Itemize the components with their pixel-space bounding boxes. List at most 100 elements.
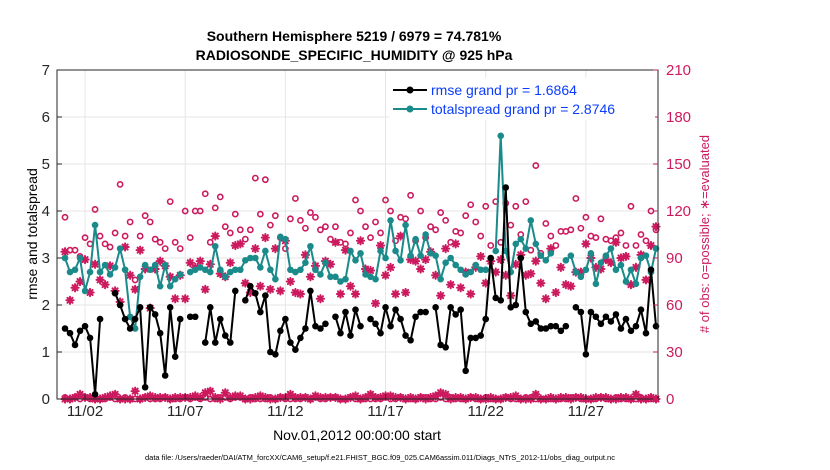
obs-possible-point xyxy=(322,223,329,231)
obs-possible-point xyxy=(622,242,630,249)
obs-evaluated-point xyxy=(265,284,275,294)
obs-evaluated-low-point xyxy=(235,391,245,401)
star-stroke xyxy=(101,281,109,289)
y-tick-label: 6 xyxy=(42,109,50,126)
right-axis-ticks: 0 30 60 90 120 150 180 210 xyxy=(653,62,691,408)
totalspread-point xyxy=(387,217,394,224)
obs-possible-point xyxy=(126,218,134,226)
star-stroke xyxy=(351,290,360,298)
totalspread-point xyxy=(437,275,444,283)
star-stroke xyxy=(236,392,244,400)
rmse-point xyxy=(632,322,640,330)
obs-evaluated-point xyxy=(385,262,396,272)
obs-evaluated-point xyxy=(135,245,145,255)
obs-possible-point xyxy=(216,193,224,201)
star-stroke xyxy=(336,290,345,298)
totalspread-point xyxy=(121,266,129,274)
totalspread-point xyxy=(472,261,479,269)
rmse-point xyxy=(252,289,259,297)
star-stroke xyxy=(256,282,264,290)
star-stroke xyxy=(567,282,575,290)
totalspread-point xyxy=(292,268,299,276)
rmse-point xyxy=(622,315,630,323)
x-tick-label: 11/17 xyxy=(367,403,403,420)
chart-subtitle: RADIOSONDE_SPECIFIC_HUMIDITY @ 925 hPa xyxy=(196,47,513,63)
star-stroke xyxy=(196,257,204,265)
rmse-point xyxy=(146,304,154,311)
totalspread-point xyxy=(377,247,384,255)
obs-evaluated-point xyxy=(536,278,546,288)
rmse-point xyxy=(176,315,184,323)
rmse-point xyxy=(392,306,399,314)
obs-evaluated-point xyxy=(441,244,451,254)
rmse-point xyxy=(612,311,620,318)
totalspread-point xyxy=(517,235,525,243)
rmse-point xyxy=(91,391,99,398)
star-stroke xyxy=(392,290,400,298)
star-stroke xyxy=(442,245,450,253)
obs-possible-point xyxy=(407,191,414,199)
totalspread-point xyxy=(417,252,424,259)
obs-evaluated-point xyxy=(305,272,316,282)
rmse-point xyxy=(257,308,264,316)
rmse-point xyxy=(537,325,545,332)
obs-evaluated-point xyxy=(210,231,220,241)
rmse-series xyxy=(61,184,660,398)
totalspread-point xyxy=(382,254,389,262)
totalspread-point xyxy=(567,252,575,259)
obs-evaluated-point xyxy=(285,276,295,287)
obs-possible-point xyxy=(271,212,279,220)
rmse-point xyxy=(547,322,555,330)
obs-possible-point xyxy=(552,242,560,249)
star-stroke xyxy=(246,288,254,297)
rmse-point xyxy=(532,318,540,325)
totalspread-point xyxy=(116,245,124,252)
totalspread-point xyxy=(96,268,104,276)
obs-possible-point xyxy=(266,221,274,229)
obs-possible-point xyxy=(427,223,435,231)
star-stroke xyxy=(366,266,375,275)
rmse-point xyxy=(317,325,324,332)
totalspread-point xyxy=(161,261,169,269)
rmse-point xyxy=(572,304,580,311)
totalspread-point xyxy=(402,221,409,229)
rmse-point xyxy=(447,304,454,311)
star-stroke xyxy=(241,279,249,287)
totalspread-point xyxy=(247,254,254,262)
star-stroke xyxy=(366,390,375,398)
rmse-point xyxy=(602,313,610,321)
obs-evaluated-point xyxy=(621,251,631,262)
star-stroke xyxy=(612,238,620,246)
obs-evaluated-point xyxy=(65,295,75,305)
rmse-point xyxy=(357,322,364,330)
rmse-point xyxy=(66,329,74,337)
chart-title: Southern Hemisphere 5219 / 6979 = 74.781… xyxy=(207,28,502,44)
obs-possible-point xyxy=(181,207,189,215)
x-tick-label: 11/27 xyxy=(568,403,604,420)
obs-evaluated-point xyxy=(431,270,441,280)
totalspread-point xyxy=(267,266,274,274)
totalspread-point xyxy=(262,247,269,255)
star-stroke xyxy=(502,271,510,279)
legend-rmse-marker xyxy=(406,86,414,94)
rmse-point xyxy=(397,315,404,323)
obs-possible-point xyxy=(472,218,480,226)
star-stroke xyxy=(632,263,640,271)
obs-evaluated-point xyxy=(315,294,326,304)
obs-evaluated-point xyxy=(335,289,346,299)
obs-evaluated-point xyxy=(250,244,260,254)
obs-possible-point xyxy=(522,198,530,205)
star-stroke xyxy=(266,285,274,293)
obs-possible-point xyxy=(332,223,339,231)
totalspread-point xyxy=(352,257,359,264)
rmse-point xyxy=(312,322,319,330)
rmse-point xyxy=(592,313,600,321)
obs-evaluated-point xyxy=(446,280,456,290)
obs-possible-point xyxy=(307,209,314,216)
totalspread-point xyxy=(532,240,540,248)
obs-evaluated-point xyxy=(641,275,651,285)
rmse-point xyxy=(607,318,615,325)
obs-evaluated-point xyxy=(566,281,576,291)
y-right-tick-label: 180 xyxy=(666,109,691,126)
